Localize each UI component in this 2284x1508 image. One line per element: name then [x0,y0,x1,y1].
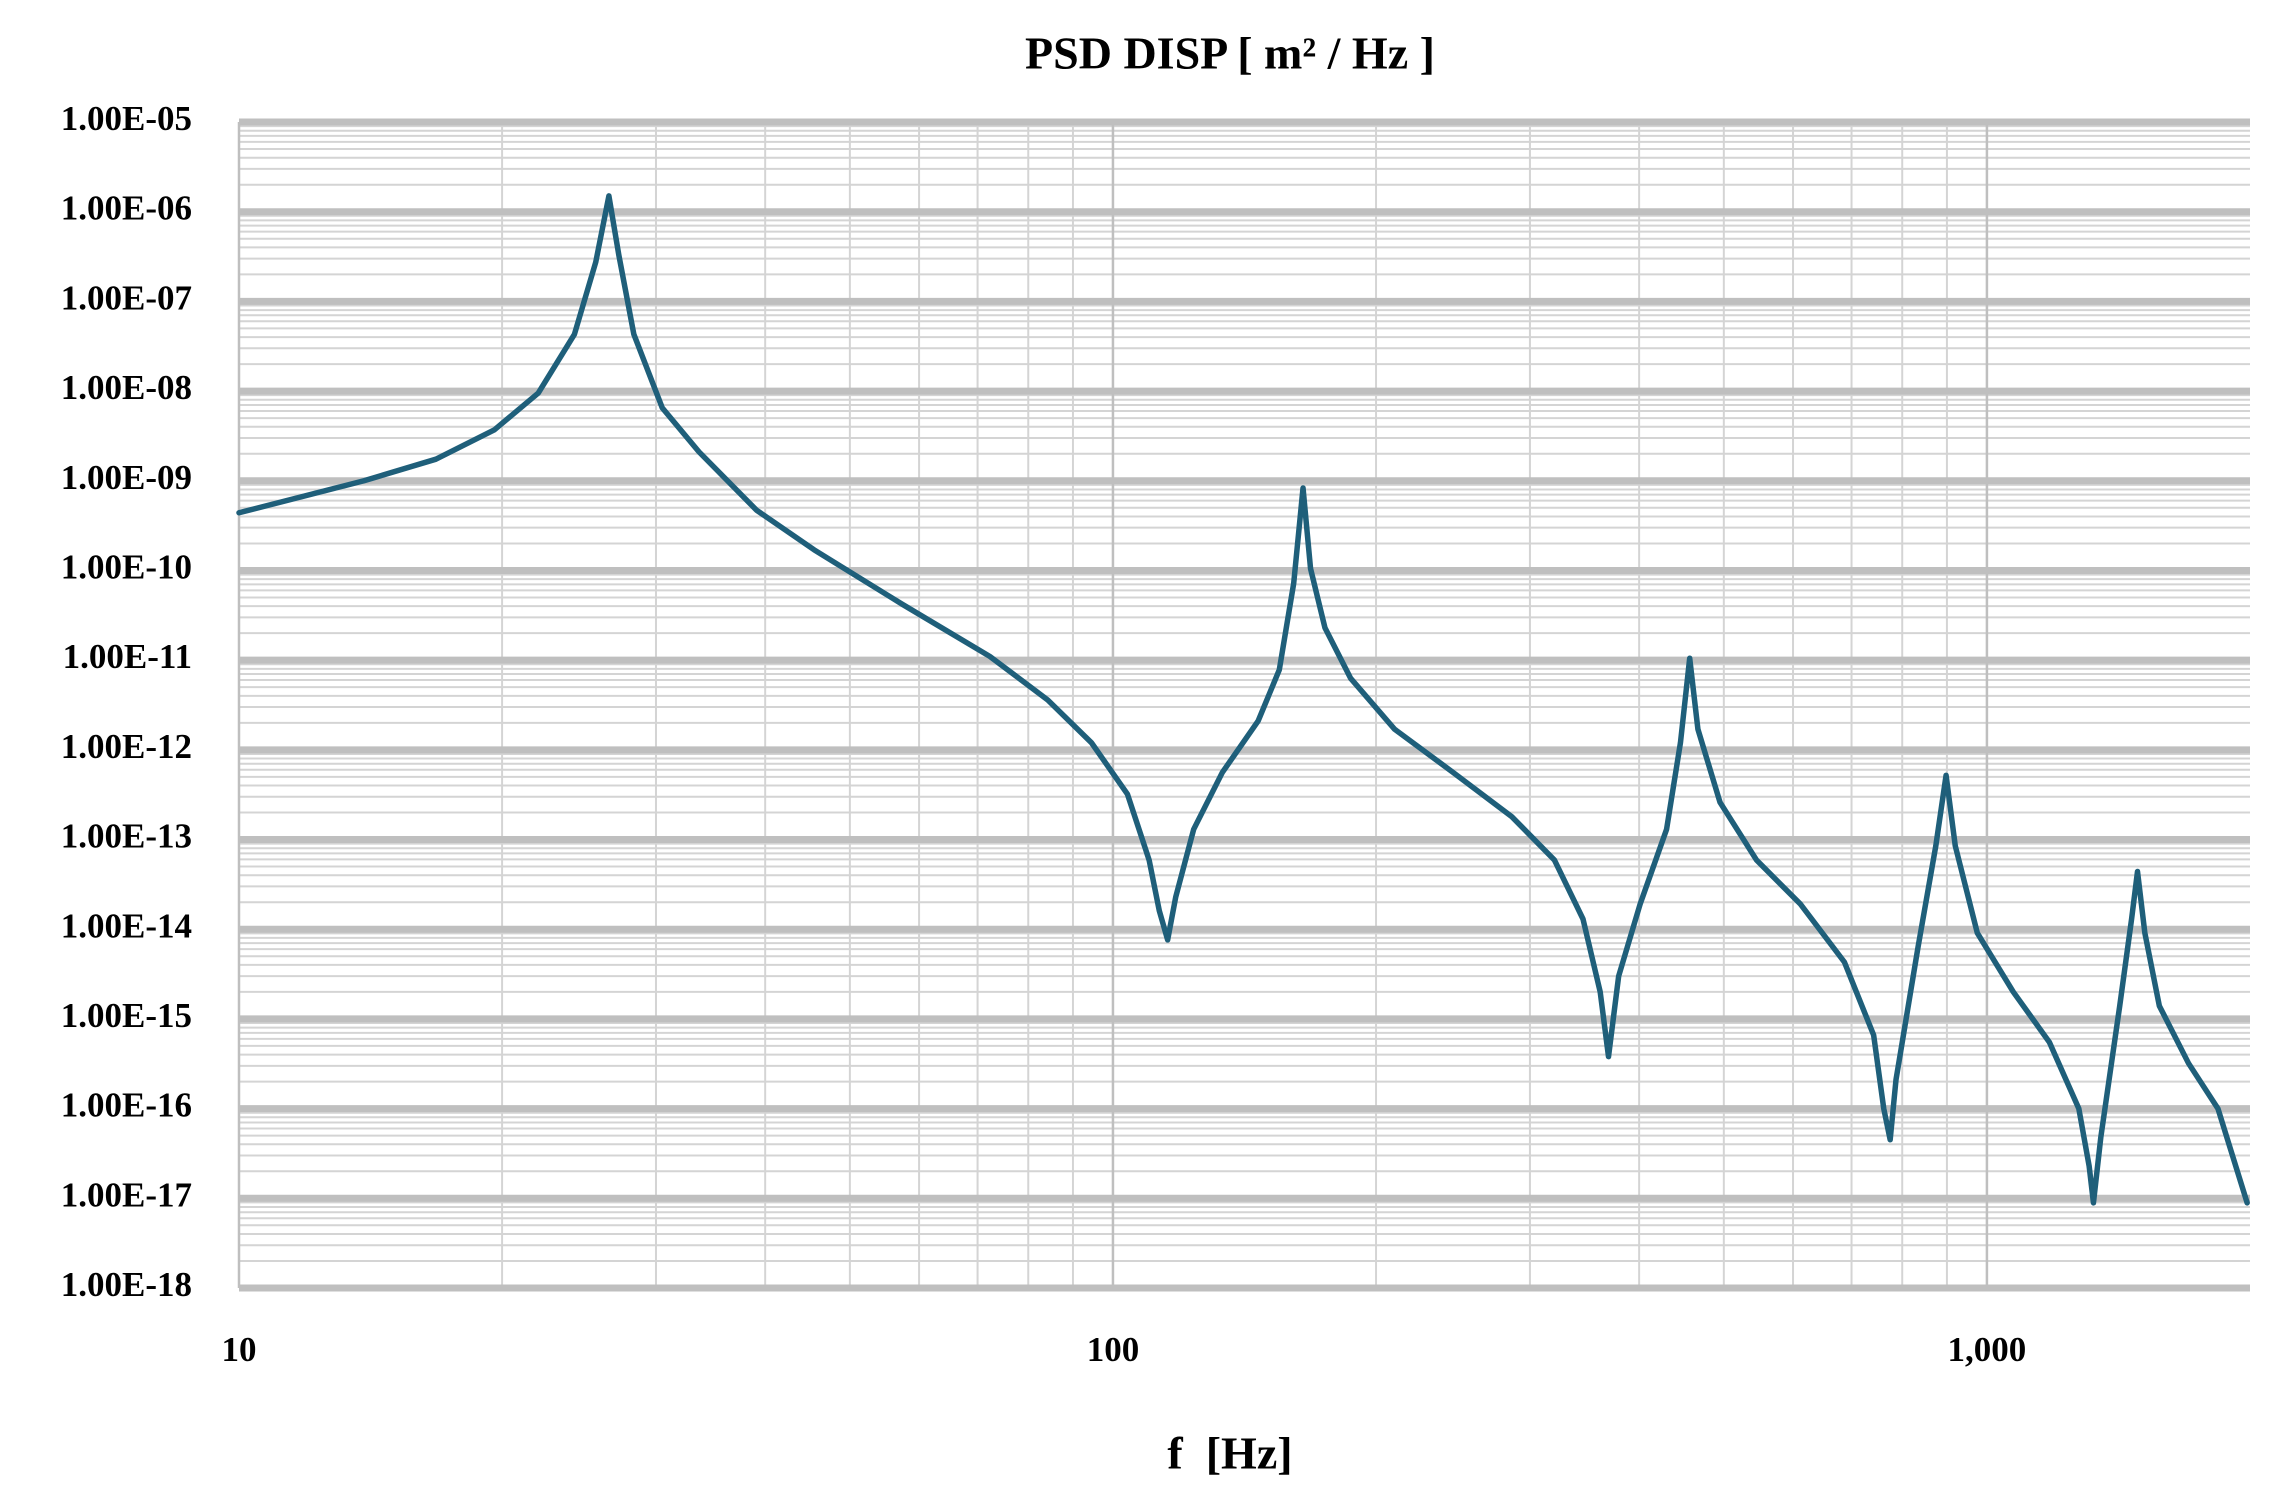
y-tick-label: 1.00E-17 [61,1175,192,1214]
y-tick-label: 1.00E-10 [61,547,192,586]
chart-title: PSD DISP [ m² / Hz ] [1025,28,1435,79]
y-tick-label: 1.00E-12 [61,727,192,766]
y-tick-label: 1.00E-06 [61,189,192,228]
y-tick-label: 1.00E-09 [61,458,192,497]
x-axis-label: f [Hz] [1167,1428,1292,1479]
y-tick-label: 1.00E-15 [61,996,192,1035]
y-tick-label: 1.00E-14 [61,906,192,945]
y-tick-label: 1.00E-16 [61,1086,192,1125]
line-series [236,193,2250,1206]
y-tick-label: 1.00E-05 [61,99,192,138]
x-tick-label: 100 [1087,1330,1140,1369]
x-tick-label: 10 [222,1330,257,1369]
y-tick-label: 1.00E-18 [61,1265,192,1304]
x-tick-label: 1,000 [1948,1330,2027,1369]
y-tick-label: 1.00E-11 [63,637,192,676]
y-tick-label: 1.00E-13 [61,817,192,856]
y-tick-label: 1.00E-08 [61,368,192,407]
y-tick-label: 1.00E-07 [61,278,192,317]
